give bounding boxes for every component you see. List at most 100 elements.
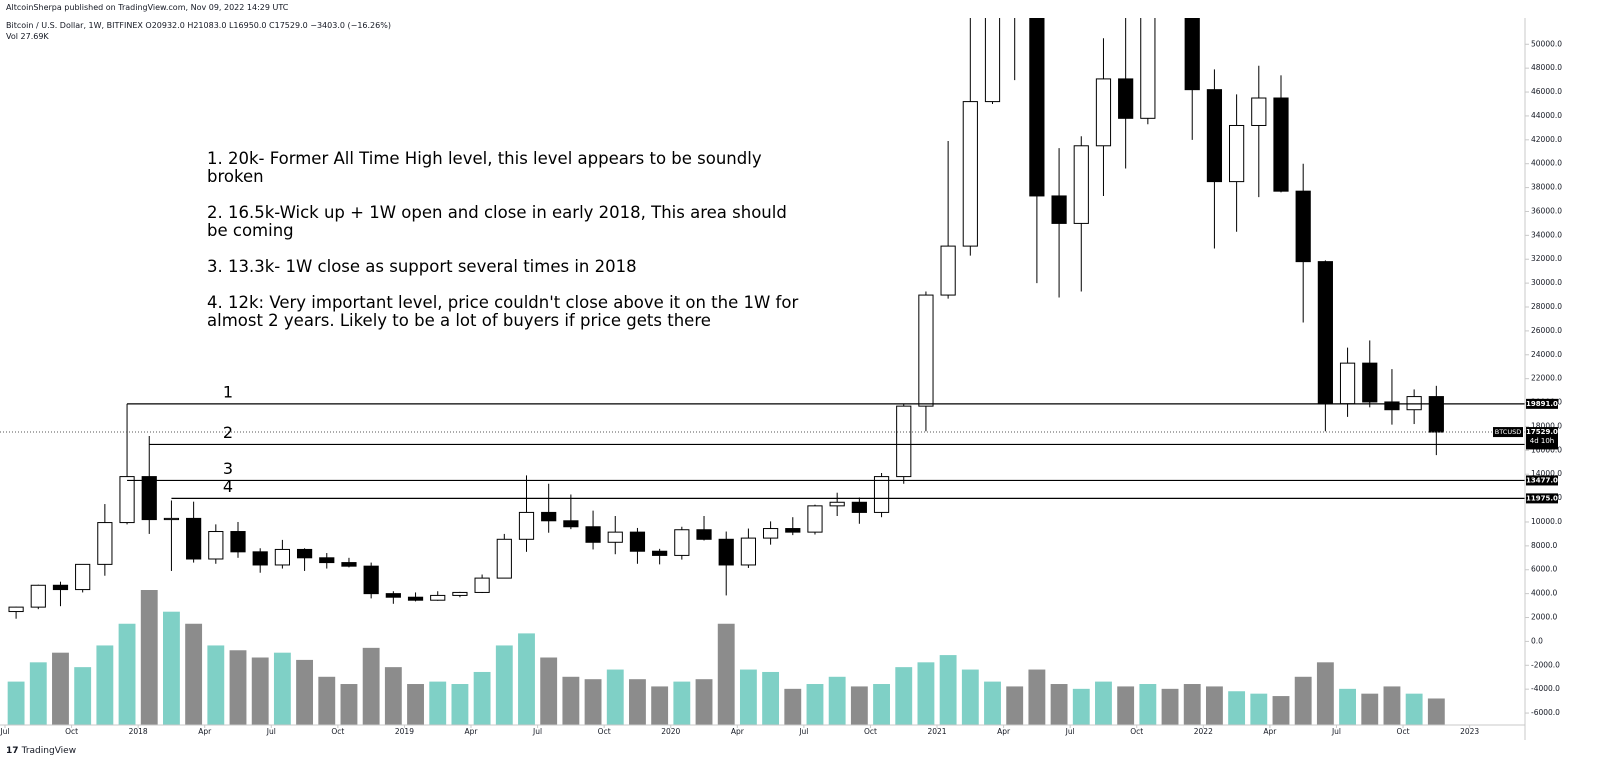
y-tick-label: 8000.0 (1531, 541, 1557, 550)
volume-bar (1050, 684, 1068, 725)
volume-bar (562, 676, 580, 725)
y-tick-label: 38000.0 (1531, 183, 1562, 192)
volume-bar (140, 590, 158, 725)
note: 2. 16.5k-Wick up + 1W open and close in … (207, 203, 787, 240)
volume-bar (784, 688, 802, 725)
volume-bar (296, 659, 314, 725)
y-tick-label: 2000.0 (1531, 613, 1557, 622)
note: 4. 12k: Very important level, price coul… (207, 293, 799, 330)
volume-bar (1072, 688, 1090, 725)
price-badge (1526, 398, 1558, 409)
candle-body (474, 577, 490, 593)
x-tick-label: Oct (65, 727, 78, 736)
volume-bar (74, 667, 92, 725)
volume-bar (1250, 693, 1268, 725)
candle-body (940, 245, 956, 296)
x-tick-label: Jul (0, 727, 10, 736)
candle-body (1273, 97, 1289, 192)
price-badge-label: 13477.0 (1526, 476, 1558, 484)
candle-body (829, 501, 845, 507)
candle-body (1206, 89, 1223, 183)
volume-bar (29, 662, 47, 725)
x-tick-label: Oct (1397, 727, 1410, 736)
volume-bar (52, 652, 69, 725)
y-tick-label: 34000.0 (1531, 230, 1562, 239)
volume-bar (584, 679, 602, 725)
candle-body (1229, 124, 1245, 183)
volume-bar (96, 645, 114, 725)
volume-bar (429, 681, 447, 725)
volume-bar (984, 681, 1001, 725)
volume-bar (118, 623, 136, 725)
volume-bar (1117, 686, 1135, 725)
y-tick-label: 42000.0 (1531, 135, 1562, 144)
x-tick-label: 2018 (129, 727, 148, 736)
candle-body (1184, 18, 1200, 91)
x-tick-label: 2020 (661, 727, 680, 736)
x-tick-label: Apr (465, 727, 479, 736)
level-number: 1 (223, 382, 233, 401)
y-tick-label: 44000.0 (1531, 111, 1562, 120)
volume-bar (606, 669, 624, 725)
symbol-badge (1493, 427, 1523, 438)
y-tick-label: 14000.0 (1531, 469, 1562, 478)
annotation: 1. 20k- Former All Time High level, this… (207, 150, 807, 348)
candle-body (30, 584, 46, 608)
y-tick-label: 32000.0 (1531, 254, 1562, 263)
y-tick-label: 48000.0 (1531, 63, 1562, 72)
price-badge (1526, 475, 1558, 486)
volume-bar (873, 684, 890, 725)
x-tick-label: 2022 (1194, 727, 1213, 736)
volume-bar (917, 662, 935, 725)
candle-body (407, 596, 424, 601)
candle-body (851, 501, 867, 513)
candle-body (1295, 190, 1311, 263)
symbol-legend: Bitcoin / U.S. Dollar, 1W, BITFINEX O209… (6, 21, 391, 30)
candle-body (496, 538, 512, 579)
candle-body (674, 529, 690, 556)
candle-body (1428, 396, 1444, 433)
note: 1. 20k- Former All Time High level, this… (207, 149, 762, 186)
volume-bar (407, 684, 424, 725)
volume-bar (384, 667, 402, 725)
candle-body (385, 593, 401, 598)
volume-bar (451, 684, 469, 725)
y-tick-label: 50000.0 (1531, 39, 1562, 48)
volume-bar (1272, 696, 1290, 725)
candle-body (52, 584, 69, 591)
volume-bar (939, 655, 957, 725)
volume-bar (850, 686, 868, 725)
candle-body (296, 548, 313, 559)
x-tick-label: Oct (598, 727, 611, 736)
candle-body (186, 517, 202, 560)
candle-body (652, 550, 668, 556)
candle-body (896, 405, 912, 478)
volume-bar (163, 611, 180, 725)
volume-bar (762, 671, 780, 725)
y-tick-label: 24000.0 (1531, 350, 1562, 359)
candle-body (962, 101, 978, 247)
volume-bar (695, 679, 713, 725)
y-tick-label: -2000.0 (1531, 660, 1560, 669)
x-tick-label: Apr (997, 727, 1011, 736)
x-tick-label: Jul (798, 727, 808, 736)
x-tick-label: 2019 (395, 727, 414, 736)
x-tick-label: Jul (1331, 727, 1341, 736)
candle-body (319, 557, 335, 564)
candle-body (208, 531, 224, 560)
candle-body (452, 591, 468, 596)
level-number: 2 (223, 423, 233, 442)
y-tick-label: -6000.0 (1531, 708, 1560, 717)
level-number: 4 (223, 477, 233, 496)
candle-body (563, 520, 579, 528)
x-tick-label: Apr (198, 727, 212, 736)
x-tick-label: Jul (1065, 727, 1075, 736)
candle-body (1140, 18, 1156, 119)
volume-bar (540, 657, 558, 725)
candle-body (518, 511, 535, 540)
candle-body (918, 294, 934, 407)
candle-body (873, 476, 890, 513)
volume-bar (673, 681, 691, 725)
